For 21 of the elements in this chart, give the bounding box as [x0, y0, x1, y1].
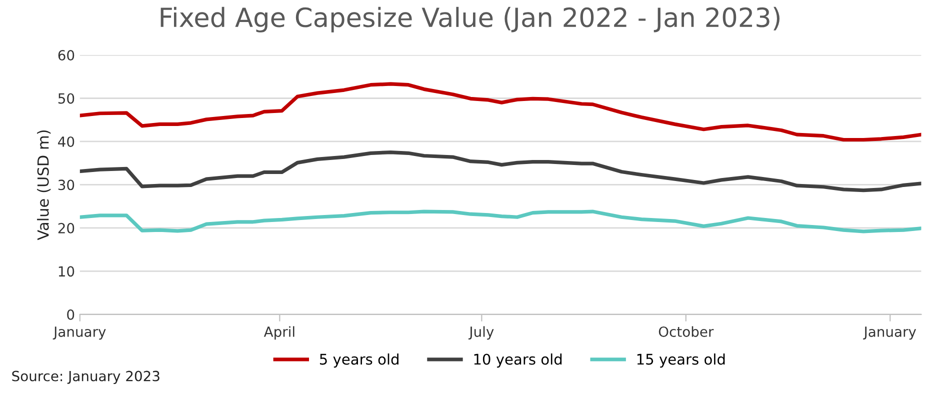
y-tick-label: 50 — [58, 93, 74, 104]
x-tick-label: April — [264, 326, 294, 340]
y-tick-label: 40 — [58, 136, 74, 147]
line-series — [80, 82, 922, 142]
legend-label: 5 years old — [320, 353, 398, 368]
source-note: Source: January 2023 — [12, 370, 160, 384]
chart-title: Fixed Age Capesize Value (Jan 2022 - Jan 2023) — [160, 6, 780, 32]
y-tick-label: 60 — [58, 50, 74, 60]
y-tick-label: 10 — [58, 266, 74, 277]
legend-label: 10 years old — [474, 353, 562, 368]
x-tick-label: October — [658, 326, 714, 337]
x-tick-label: July — [468, 326, 494, 340]
y-tick-label: 20 — [58, 222, 74, 234]
y-axis-title: Value (USD m) — [37, 130, 51, 240]
x-tick-label: January — [863, 326, 916, 340]
y-tick-label: 0 — [67, 309, 74, 320]
line-series — [80, 210, 922, 234]
legend-label: 15 years old — [637, 353, 725, 368]
line-series — [80, 150, 922, 192]
y-tick-label: 30 — [58, 180, 74, 190]
x-tick-label: January — [52, 326, 106, 340]
